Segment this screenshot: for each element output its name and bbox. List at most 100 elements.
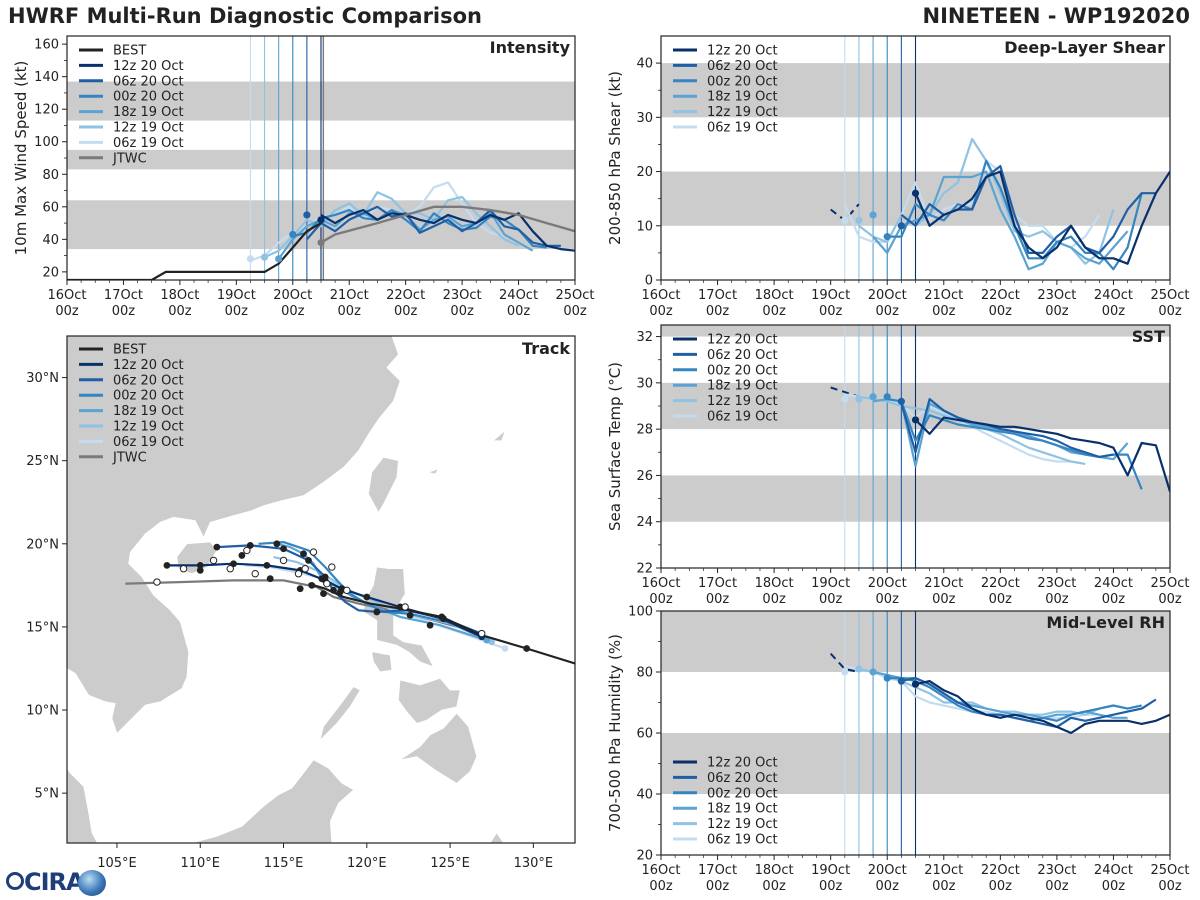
sst-legend-label-18z-19-oct: 18z 19 Oct xyxy=(707,379,778,394)
track-position-open-dot xyxy=(179,565,188,573)
intensity-ylabel: 10m Max Wind Speed (kt) xyxy=(12,61,30,256)
intensity-xtick-label-hour: 00z xyxy=(507,304,531,319)
shear-ytick-label-40: 40 xyxy=(636,57,653,72)
track-position-open-dot xyxy=(401,603,409,611)
rh-ytick-label-100: 100 xyxy=(628,605,653,620)
track-position-open-dot xyxy=(323,579,331,588)
sst-xtick-label-hour: 00z xyxy=(1158,592,1182,607)
intensity-legend-label-00z-20-oct: 00z 20 Oct xyxy=(113,90,184,105)
rh-legend-label-06z-20-oct: 06z 20 Oct xyxy=(707,771,778,786)
rh-ytick-label-40: 40 xyxy=(636,788,653,803)
shear-xtick-label-hour: 00z xyxy=(932,304,956,319)
track-position-open-dot xyxy=(243,546,251,555)
rh-xtick-label-hour: 00z xyxy=(1045,879,1069,894)
rh-xtick-label-hour: 00z xyxy=(1102,879,1126,894)
intensity-jtwc-start-dot xyxy=(317,239,325,247)
sst-ytick-label-30: 30 xyxy=(636,376,653,391)
intensity-ytick-label-60: 60 xyxy=(42,200,59,215)
track-position-open-dot xyxy=(209,556,218,565)
rh-xtick-label-hour: 00z xyxy=(649,879,673,894)
intensity-legend-label-jtwc: JTWC xyxy=(112,151,147,166)
sst-xtick-label-hour: 00z xyxy=(819,592,843,607)
intensity-xtick-label-day: 23Oct xyxy=(443,288,482,303)
sst-xtick-label-day: 16Oct xyxy=(641,576,680,591)
track-ytick-label-15: 15°N xyxy=(26,620,59,635)
shear-series-18z-19-oct xyxy=(872,170,1129,271)
track-ytick-label-10: 10°N xyxy=(26,704,59,719)
track-panel-title: Track xyxy=(522,339,570,358)
track-xtick-label-110: 110°E xyxy=(180,856,220,871)
track-position-open-dot xyxy=(301,565,309,573)
track-legend-label-best: BEST xyxy=(113,343,146,358)
sst-xtick-label-hour: 00z xyxy=(1102,592,1126,607)
rh-legend-label-06z-19-oct: 06z 19 Oct xyxy=(707,833,778,848)
sst-series-06z-20-oct xyxy=(900,398,1114,458)
rh-panel: 2040608010016Oct00z17Oct00z18Oct00z19Oct… xyxy=(606,605,1190,895)
rh-init-dot-06z-20-oct xyxy=(897,677,905,685)
mainland-land xyxy=(67,336,401,843)
intensity-init-dot-00z-20-oct xyxy=(289,230,297,239)
track-position-dot xyxy=(273,540,281,548)
intensity-panel: 2040608010012014016016Oct00z17Oct00z18Oc… xyxy=(12,35,595,319)
track-position-dot xyxy=(318,575,326,583)
rh-ytick-label-20: 20 xyxy=(636,849,653,864)
shear-xtick-label-day: 22Oct xyxy=(981,288,1020,303)
sst-xtick-label-day: 17Oct xyxy=(698,576,737,591)
shear-legend-label-06z-19-oct: 06z 19 Oct xyxy=(707,121,778,136)
rh-series-12z-20-oct xyxy=(915,680,1170,735)
rh-xtick-label-day: 19Oct xyxy=(811,863,850,878)
sst-init-dot-12z-19-oct xyxy=(855,395,863,403)
intensity-xtick-label-hour: 00z xyxy=(281,304,305,319)
intensity-xtick-label-day: 24Oct xyxy=(499,288,538,303)
sst-init-dot-06z-20-oct xyxy=(897,397,905,405)
figure-title: HWRF Multi-Run Diagnostic Comparison xyxy=(8,4,483,28)
intensity-xtick-label-hour: 00z xyxy=(225,304,249,319)
shear-xtick-label-hour: 00z xyxy=(1045,304,1069,319)
logo-globe-icon xyxy=(78,870,106,896)
track-ytick-label-30: 30°N xyxy=(26,371,59,386)
borneo-land xyxy=(191,759,355,843)
intensity-xtick-label-hour: 00z xyxy=(394,304,418,319)
rh-init-dot-12z-19-oct xyxy=(855,665,863,673)
intensity-ytick-label-20: 20 xyxy=(42,265,59,280)
track-position-dot xyxy=(238,552,246,559)
rh-legend-label-00z-20-oct: 00z 20 Oct xyxy=(707,786,778,801)
track-legend-label-12z-20-oct: 12z 20 Oct xyxy=(113,358,184,373)
shear-xtick-label-hour: 00z xyxy=(876,304,900,319)
rh-legend-label-12z-19-oct: 12z 19 Oct xyxy=(707,817,778,832)
rh-ylabel: 700-500 hPa Humidity (%) xyxy=(606,634,624,832)
track-position-dot xyxy=(330,586,337,594)
shear-xtick-label-hour: 00z xyxy=(762,304,786,319)
shear-ylabel: 200-850 hPa Shear (kt) xyxy=(606,71,624,245)
taiwan-land xyxy=(368,456,399,513)
shear-init-dot-06z-20-oct xyxy=(897,222,905,230)
rh-xtick-label-hour: 00z xyxy=(876,879,900,894)
intensity-xtick-label-day: 16Oct xyxy=(47,288,86,303)
rh-xtick-label-hour: 00z xyxy=(1158,879,1182,894)
intensity-series-12z-19-oct xyxy=(264,191,520,259)
sst-init-dot-00z-20-oct xyxy=(883,393,891,401)
shear-legend-label-00z-20-oct: 00z 20 Oct xyxy=(707,74,778,89)
intensity-init-dot-18z-19-oct xyxy=(275,255,283,263)
track-position-dot xyxy=(336,588,344,596)
track-position-dot xyxy=(373,608,381,616)
sst-xtick-label-hour: 00z xyxy=(706,592,730,607)
sst-init-dot-06z-19-oct xyxy=(841,395,849,403)
intensity-xtick-label-hour: 00z xyxy=(112,304,136,319)
sst-xtick-label-hour: 00z xyxy=(762,592,786,607)
rh-panel-title: Mid-Level RH xyxy=(1046,613,1165,632)
track-legend-label-18z-19-oct: 18z 19 Oct xyxy=(113,404,184,419)
ryukyu-land xyxy=(427,468,440,475)
shear-legend-label-18z-19-oct: 18z 19 Oct xyxy=(707,90,778,105)
shear-ytick-label-0: 0 xyxy=(645,274,653,289)
track-xtick-label-120: 120°E xyxy=(347,856,387,871)
shear-series-12z-20-oct xyxy=(914,170,1170,265)
shear-xtick-label-hour: 00z xyxy=(1158,304,1182,319)
intensity-xtick-label-day: 18Oct xyxy=(160,288,199,303)
intensity-ytick-label-120: 120 xyxy=(34,103,59,118)
track-xtick-label-125: 125°E xyxy=(430,856,470,871)
track-position-dot xyxy=(523,645,531,652)
sst-init-dot-12z-20-oct xyxy=(911,416,920,424)
shear-panel-title: Deep-Layer Shear xyxy=(1004,38,1165,57)
